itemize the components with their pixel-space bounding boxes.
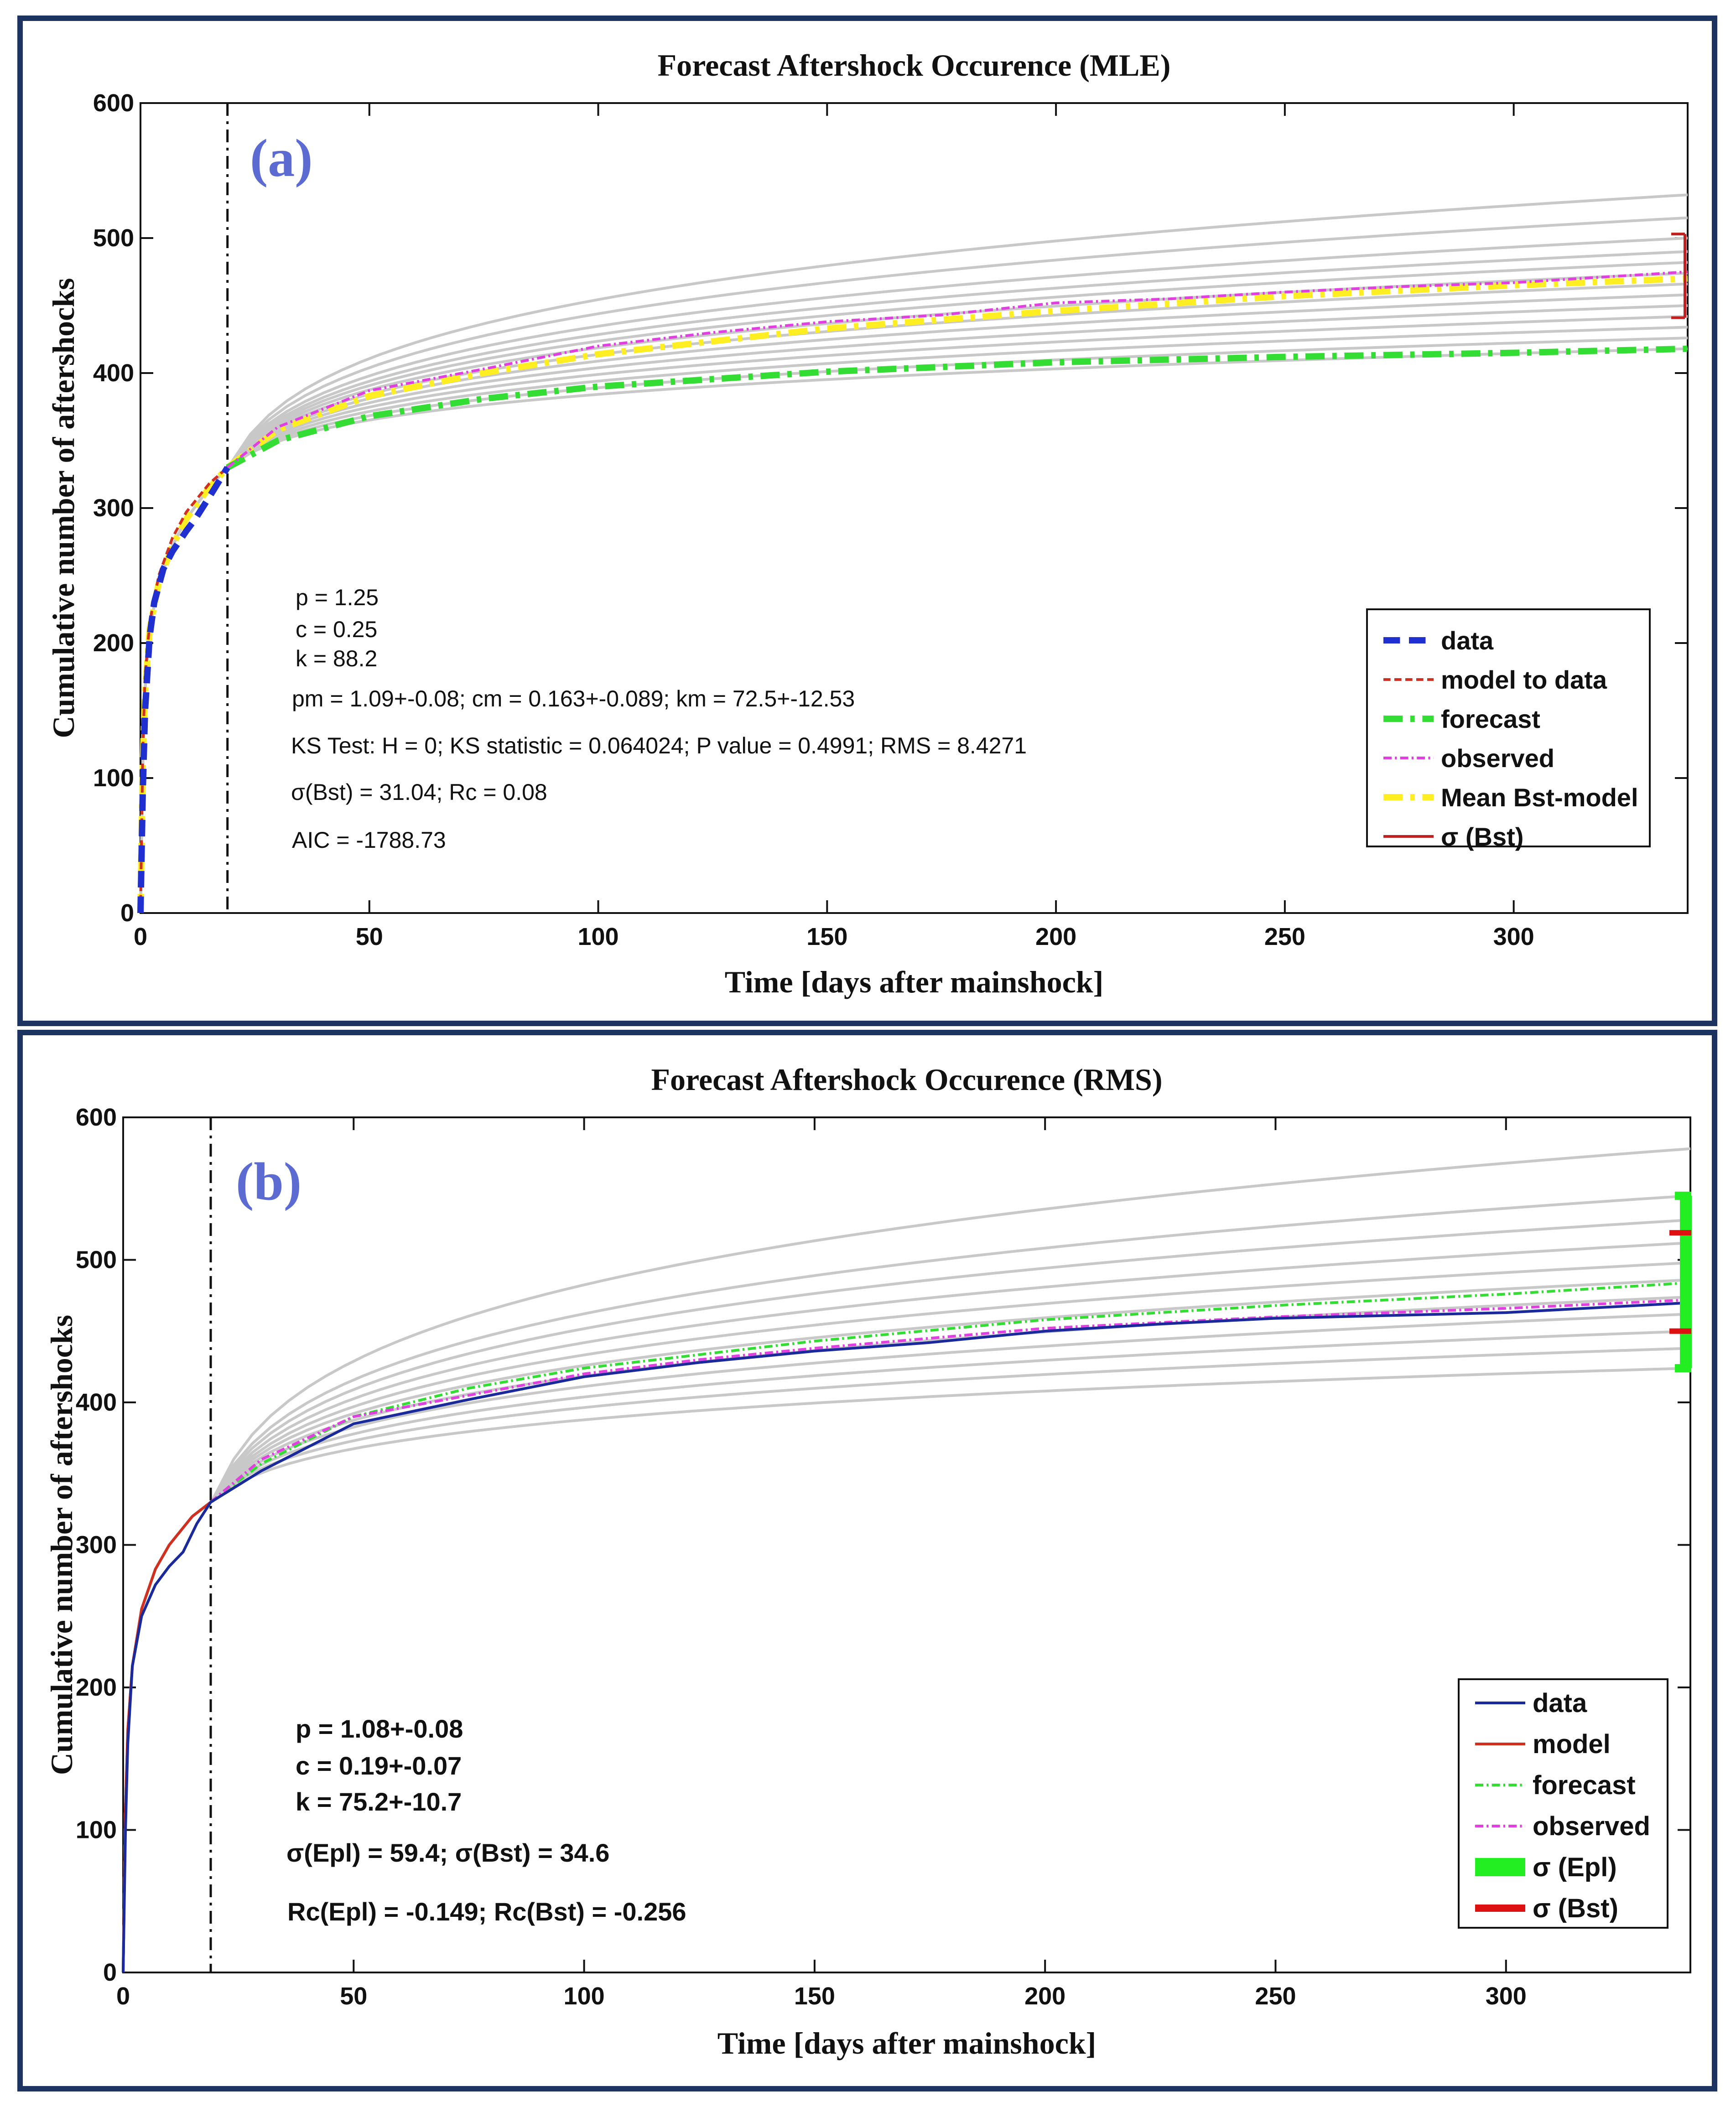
annotation-text: p = 1.25 — [296, 585, 379, 610]
y-tick-label: 200 — [93, 629, 134, 657]
series-forecast — [210, 1281, 1691, 1504]
y-tick-label: 300 — [93, 494, 134, 522]
x-tick-label: 50 — [356, 923, 383, 950]
chart-title: Forecast Aftershock Occurence (RMS) — [651, 1062, 1162, 1097]
x-tick-label: 200 — [1024, 1982, 1066, 2010]
y-axis-label: Cumulative number of aftershocks — [46, 278, 81, 738]
annotation-text: KS Test: H = 0; KS statistic = 0.064024;… — [291, 733, 1027, 758]
panel-b: Forecast Aftershock Occurence (RMS) 0 50 10… — [17, 1030, 1717, 2091]
y-tick-label: 400 — [93, 359, 134, 387]
annotation-text: c = 0.19+-0.07 — [296, 1751, 462, 1780]
y-axis-label: Cumulative number of aftershocks — [44, 1315, 79, 1775]
panel-a: Forecast Aftershock Occurence (MLE) 0 50 10… — [17, 16, 1717, 1026]
y-tick-label: 600 — [76, 1104, 117, 1131]
x-tick-label: 100 — [577, 923, 619, 950]
chart-b: Forecast Aftershock Occurence (RMS) 0 50 10… — [44, 1062, 1692, 2060]
annotation-text: k = 75.2+-10.7 — [296, 1787, 462, 1816]
series-observed — [210, 1298, 1691, 1504]
annotation-text: σ(Epl) = 59.4; σ(Bst) = 34.6 — [286, 1838, 609, 1867]
legend-label: model to data — [1441, 665, 1607, 694]
bootstrap-curve — [122, 1278, 1691, 1973]
legend-box — [1366, 608, 1651, 847]
legend-label: model — [1533, 1729, 1611, 1759]
x-tick-label: 200 — [1035, 923, 1076, 950]
legend-label: σ (Bst) — [1441, 822, 1523, 851]
y-tick-label: 100 — [76, 1816, 117, 1844]
legend-label: σ (Bst) — [1533, 1894, 1618, 1923]
legend-label: forecast — [1441, 705, 1540, 733]
x-tick-label: 300 — [1493, 923, 1534, 950]
y-tick-label: 500 — [76, 1246, 117, 1274]
legend-label: σ (Epl) — [1533, 1853, 1617, 1882]
panel-letter: (a) — [250, 128, 313, 188]
y-tick-label: 500 — [93, 224, 134, 252]
legend-box — [1458, 1678, 1668, 1929]
series-data — [137, 466, 230, 913]
legend-label: data — [1533, 1688, 1587, 1718]
annotation-text: c = 0.25 — [296, 617, 377, 642]
legend-label: observed — [1533, 1811, 1650, 1841]
series-observed — [226, 270, 1688, 469]
x-tick-label: 0 — [116, 1982, 130, 2010]
y-tick-label: 400 — [76, 1389, 117, 1416]
annotation-text: k = 88.2 — [296, 646, 377, 671]
chart-a: Forecast Aftershock Occurence (MLE) 0 50 10… — [46, 48, 1689, 999]
annotation-text: pm = 1.09+-0.08; cm = 0.163+-0.089; km =… — [292, 686, 855, 711]
x-tick-label: 150 — [806, 923, 847, 950]
y-tick-label: 0 — [103, 1959, 117, 1986]
bootstrap-curve — [122, 1347, 1691, 1973]
y-tick-label: 600 — [93, 89, 134, 117]
bootstrap-curve — [122, 1367, 1691, 1973]
series-mean-bst-model — [137, 275, 1688, 913]
series-data — [122, 1301, 1691, 1973]
legend-label: observed — [1441, 744, 1554, 773]
legend-label: data — [1441, 626, 1494, 655]
series-model — [122, 1501, 212, 1973]
panel-letter: (b) — [236, 1152, 301, 1211]
y-tick-label: 0 — [120, 899, 134, 927]
annotation-text: σ(Bst) = 31.04; Rc = 0.08 — [291, 779, 547, 805]
x-axis-label: Time [days after mainshock] — [717, 2026, 1096, 2060]
x-axis-label: Time [days after mainshock] — [725, 965, 1103, 999]
x-tick-label: 250 — [1255, 1982, 1296, 2010]
annotation-text: p = 1.08+-0.08 — [296, 1714, 463, 1743]
x-tick-label: 150 — [794, 1982, 835, 2010]
y-tick-label: 300 — [76, 1531, 117, 1559]
x-tick-label: 250 — [1264, 923, 1305, 950]
y-tick-label: 200 — [76, 1674, 117, 1701]
annotation-text: AIC = -1788.73 — [292, 827, 446, 853]
legend-label: Mean Bst-model — [1441, 783, 1638, 812]
x-tick-label: 300 — [1486, 1982, 1527, 2010]
y-tick-label: 100 — [93, 764, 134, 792]
annotation-text: Rc(Epl) = -0.149; Rc(Bst) = -0.256 — [287, 1897, 686, 1926]
x-tick-label: 50 — [340, 1982, 367, 2010]
x-tick-label: 100 — [564, 1982, 605, 2010]
chart-title: Forecast Aftershock Occurence (MLE) — [658, 48, 1171, 83]
series-forecast — [226, 345, 1688, 471]
x-tick-label: 0 — [134, 923, 147, 950]
legend-label: forecast — [1533, 1770, 1636, 1800]
